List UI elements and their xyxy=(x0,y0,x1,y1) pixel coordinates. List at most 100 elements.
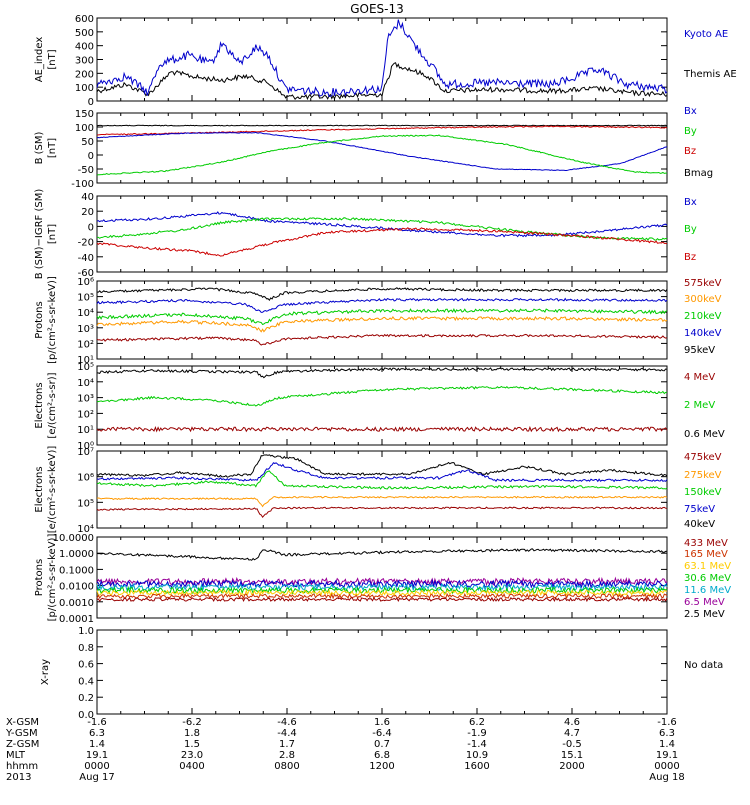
y-tick-label: 0.8 xyxy=(78,643,94,654)
y-tick-label: -100 xyxy=(71,179,94,190)
series-line-2 xyxy=(96,125,668,136)
series-line-5 xyxy=(96,333,668,346)
x-row-value: 19.1 xyxy=(656,750,678,761)
y-tick-label: 0.0 xyxy=(78,710,94,721)
legend-label: 11.6 MeV xyxy=(684,585,731,596)
series-line-1 xyxy=(96,62,668,101)
series-line-1 xyxy=(96,454,668,478)
y-axis-label: [nT] xyxy=(47,49,58,69)
panel-7: 10.0000 1.0000 0.1000 0.0100 0.0010 0.0001 Pro… xyxy=(34,533,731,625)
y-tick-label: 0.2 xyxy=(78,693,94,704)
x-row-value: Aug 17 xyxy=(79,772,114,783)
y-tick-label: 150 xyxy=(75,109,94,120)
series-line-3 xyxy=(96,425,668,433)
legend-label: 433 MeV xyxy=(684,538,728,549)
y-tick-label: 10.0000 xyxy=(53,533,94,544)
y-axis-label: B (SM)−IGRF (SM) xyxy=(34,189,45,280)
y-tick-label: 10² xyxy=(77,339,94,350)
x-row-label: MLT xyxy=(6,750,26,761)
legend-label: Themis AE xyxy=(683,69,737,80)
y-tick-label: 100 xyxy=(75,83,94,94)
y-tick-label: 10⁴ xyxy=(77,308,94,319)
y-axis-label: [p/(cm²-s-sr-keV)] xyxy=(47,534,58,622)
x-row-value: 1.8 xyxy=(184,728,200,739)
series-line-4 xyxy=(96,315,668,333)
y-axis-label: [nT] xyxy=(47,224,58,244)
legend-label: 75keV xyxy=(684,504,715,515)
y-tick-label: 10³ xyxy=(77,324,94,335)
y-tick-label: 0.0010 xyxy=(59,598,94,609)
legend-label: 140keV xyxy=(684,328,722,339)
x-row-value: -6.2 xyxy=(182,717,202,728)
y-axis-label: [e/(cm²-s-sr-keV)] xyxy=(47,446,58,534)
x-row-label: 2013 xyxy=(6,772,31,783)
series-line-1 xyxy=(96,367,668,379)
series-line-3 xyxy=(96,227,668,257)
x-row-value: 6.2 xyxy=(469,717,485,728)
legend-label: 165 MeV xyxy=(684,549,728,560)
x-row-value: -1.6 xyxy=(87,717,107,728)
legend-label: 95keV xyxy=(684,345,715,356)
panel-frame xyxy=(96,450,668,529)
legend-label: Bx xyxy=(684,106,697,117)
panel-frame xyxy=(96,112,668,184)
y-tick-label: 100 xyxy=(75,123,94,134)
x-row-value: 19.1 xyxy=(86,750,108,761)
x-row-value: 6.3 xyxy=(659,728,675,739)
y-axis-label: Electrons xyxy=(34,466,45,512)
y-tick-label: 400 xyxy=(75,42,94,53)
y-tick-label: 0 xyxy=(88,151,94,162)
y-axis-label: Protons xyxy=(34,559,45,596)
x-row-value: -1.6 xyxy=(657,717,677,728)
panel-8: 1.0 0.8 0.6 0.4 0.2 0.0 X-ray No data xyxy=(40,626,723,721)
y-tick-label: 10⁷ xyxy=(77,447,94,458)
legend-label: 475keV xyxy=(684,452,722,463)
y-tick-label: 0.0001 xyxy=(59,614,94,625)
panel-6: 10⁷ 10⁶ 10⁵ 10⁴ Electrons [e/(cm²-s-sr-keV)] 4… xyxy=(34,446,722,535)
legend-label: 2 MeV xyxy=(684,400,715,411)
legend-label: 2.5 MeV xyxy=(684,609,725,620)
legend-label: 30.6 MeV xyxy=(684,573,731,584)
y-tick-label: 10⁵ xyxy=(77,293,94,304)
legend-label: Bz xyxy=(684,252,696,263)
x-row-value: 1.7 xyxy=(279,739,295,750)
x-row-value: -0.5 xyxy=(562,739,582,750)
series-line-1 xyxy=(97,287,668,302)
series-line-4 xyxy=(96,134,667,176)
x-row-value: 1.4 xyxy=(659,739,675,750)
panel-frame xyxy=(96,536,668,619)
panel-frame xyxy=(96,629,668,715)
series-line-7 xyxy=(96,592,668,600)
legend-label: Bmag xyxy=(684,168,713,179)
y-tick-label: 10⁴ xyxy=(77,378,94,389)
x-row-value: 1200 xyxy=(369,761,394,772)
x-row-value: 2.8 xyxy=(279,750,295,761)
legend-label: Bx xyxy=(684,197,697,208)
y-tick-label: 10³ xyxy=(77,394,94,405)
panel-1: 600 500 400 300 200 100 0 AE_index [nT] Kyoto AE T… xyxy=(34,14,737,108)
x-row-value: -4.6 xyxy=(277,717,297,728)
x-row-value: 1.4 xyxy=(89,739,105,750)
x-row-value: 1.5 xyxy=(184,739,200,750)
y-tick-label: 300 xyxy=(75,56,94,67)
legend-label: No data xyxy=(684,660,723,671)
y-tick-label: 10⁵ xyxy=(77,498,94,509)
y-tick-label: -50 xyxy=(78,165,94,176)
y-axis-label: Protons xyxy=(34,301,45,338)
legend-label: 210keV xyxy=(684,311,722,322)
y-tick-label: 50 xyxy=(81,137,94,148)
x-row-value: Aug 18 xyxy=(649,772,684,783)
y-axis-label: [p/(cm²-s-sr-keV)] xyxy=(47,276,58,364)
y-tick-label: 1.0000 xyxy=(59,549,94,560)
series-line-3 xyxy=(96,470,668,490)
y-tick-label: -20 xyxy=(78,238,94,249)
y-tick-label: 500 xyxy=(75,28,94,39)
panel-2: 150 100 50 0 -50 -100 B (SM) [nT] Bx By Bz Bmag xyxy=(34,106,713,190)
y-tick-label: -40 xyxy=(78,253,94,264)
series-line-3 xyxy=(96,131,668,171)
legend-label: Bz xyxy=(684,146,696,157)
x-row-value: 0000 xyxy=(84,761,109,772)
series-line-6 xyxy=(96,589,668,597)
y-tick-label: 10⁶ xyxy=(77,277,94,288)
